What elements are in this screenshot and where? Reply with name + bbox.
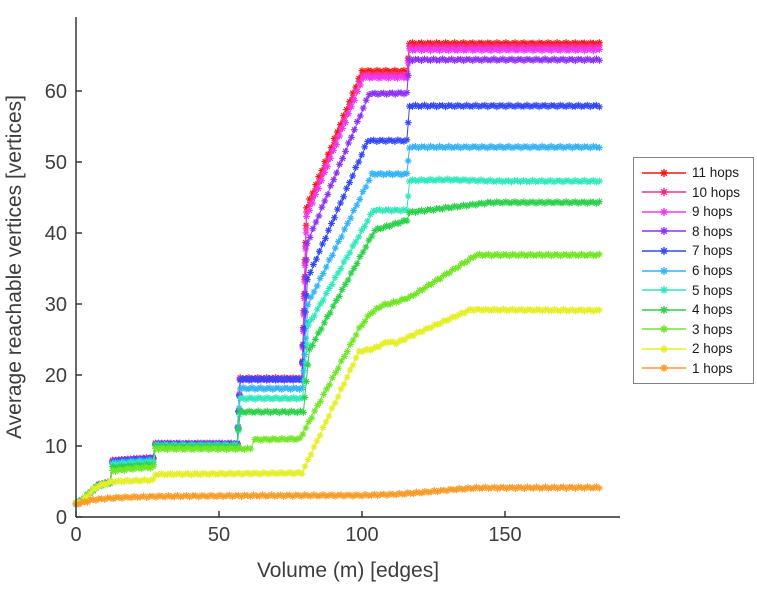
x-axis-label: Volume (m) [edges] xyxy=(257,559,439,582)
legend-line-sample xyxy=(642,305,686,314)
asterisk-marker-icon xyxy=(660,286,668,295)
legend-line-sample xyxy=(642,286,686,295)
asterisk-marker-icon xyxy=(660,227,668,236)
y-tick-label: 50 xyxy=(45,152,67,174)
series-markers-2-hops xyxy=(72,305,603,507)
x-tick-label: 0 xyxy=(70,524,81,546)
legend-item: 1 hops xyxy=(634,359,753,379)
legend-item-label: 8 hops xyxy=(692,223,733,239)
legend-item-label: 7 hops xyxy=(692,243,733,259)
asterisk-marker-icon xyxy=(660,364,668,373)
asterisk-marker-icon xyxy=(660,188,668,197)
series-markers-3-hops xyxy=(72,250,603,507)
series-markers-1-hops xyxy=(72,483,603,508)
x-tick-label: 150 xyxy=(488,524,521,546)
asterisk-marker-icon xyxy=(660,305,668,314)
legend-item-label: 9 hops xyxy=(692,204,733,220)
legend-line-sample xyxy=(642,364,686,373)
asterisk-marker-icon xyxy=(660,266,668,275)
legend-item-label: 11 hops xyxy=(692,165,740,181)
asterisk-marker-icon xyxy=(660,168,668,177)
legend-item-label: 5 hops xyxy=(692,282,733,298)
x-tick-label: 100 xyxy=(345,524,378,546)
legend-item-label: 1 hops xyxy=(692,360,733,376)
legend-line-sample xyxy=(642,227,686,236)
legend-item: 5 hops xyxy=(634,280,753,300)
legend-item: 9 hops xyxy=(634,202,753,222)
x-tick-label: 50 xyxy=(208,524,230,546)
legend-line-sample xyxy=(642,266,686,275)
asterisk-marker-icon xyxy=(660,246,668,255)
asterisk-marker-icon xyxy=(660,207,668,216)
y-axis-label: Average reachable vertices [vertices] xyxy=(3,95,26,439)
y-tick-label: 30 xyxy=(45,294,67,316)
legend-line-sample xyxy=(642,344,686,353)
legend-item-label: 6 hops xyxy=(692,263,733,278)
y-tick-label: 60 xyxy=(45,81,67,103)
legend-line-sample xyxy=(642,207,686,216)
y-tick-label: 40 xyxy=(45,223,67,245)
axes-layer: 0 50 100 150 0 10 20 30 40 50 60 xyxy=(45,17,620,546)
legend-line-sample xyxy=(642,246,686,255)
legend-item: 3 hops xyxy=(634,319,753,339)
legend-item-label: 3 hops xyxy=(692,321,733,337)
legend-line-sample xyxy=(642,188,686,197)
legend-item-label: 2 hops xyxy=(692,341,733,357)
series-layer xyxy=(72,39,603,508)
series-markers-8-hops xyxy=(72,55,603,507)
legend-item: 8 hops xyxy=(634,222,753,242)
legend-item: 4 hops xyxy=(634,300,753,320)
legend-item: 6 hops xyxy=(634,261,753,281)
legend-item: 2 hops xyxy=(634,339,753,359)
series-markers-6-hops xyxy=(72,142,603,508)
legend-item-label: 10 hops xyxy=(692,184,741,200)
y-tick-label: 10 xyxy=(45,436,67,458)
y-tick-label: 0 xyxy=(56,507,67,529)
legend-line-sample xyxy=(642,168,686,177)
series-line-8-hops xyxy=(75,58,600,504)
y-tick-label: 20 xyxy=(45,365,67,387)
asterisk-marker-icon xyxy=(660,344,668,353)
asterisk-marker-icon xyxy=(660,325,668,334)
legend-item-label: 4 hops xyxy=(692,302,733,318)
legend-line-sample xyxy=(642,325,686,334)
legend-item: 11 hops xyxy=(634,163,753,183)
legend-item: 7 hops xyxy=(634,241,753,261)
legend-item: 10 hops xyxy=(634,182,753,202)
legend: 11 hops 10 hops 9 hops 8 hops 7 hops 6 hops 5 … xyxy=(633,157,754,384)
